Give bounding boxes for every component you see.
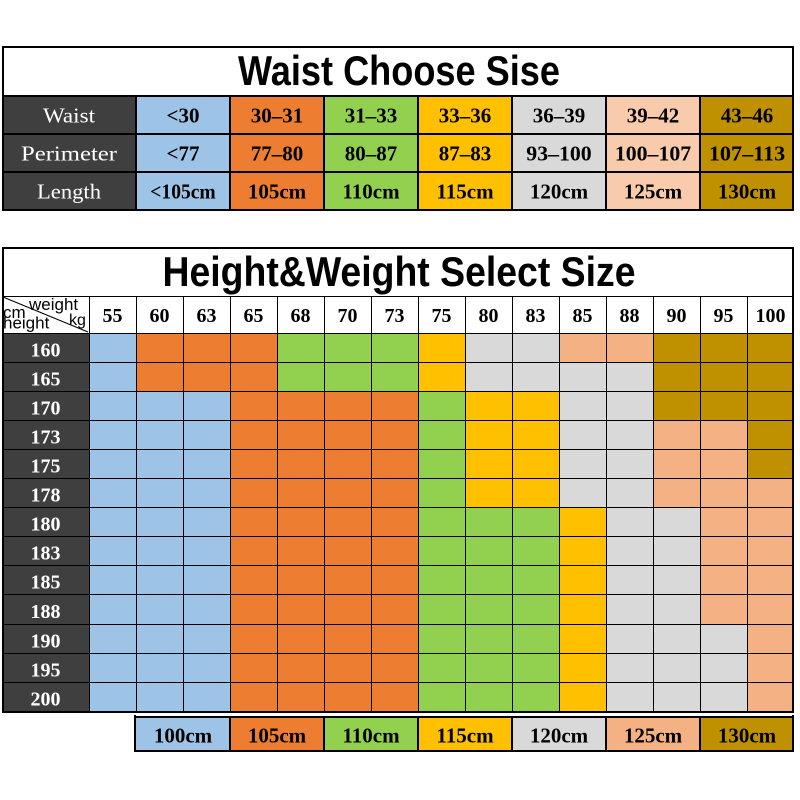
svg-text:178: 178 [31, 485, 61, 507]
svg-text:160: 160 [31, 340, 61, 362]
svg-text:Waist Choose Sise: Waist Choose Sise [238, 47, 560, 94]
svg-text:105cm: 105cm [248, 180, 307, 204]
svg-text:31–33: 31–33 [345, 104, 398, 128]
svg-text:36–39: 36–39 [533, 104, 586, 128]
svg-text:170: 170 [31, 398, 61, 420]
svg-text:Height&Weight Select Size: Height&Weight Select Size [163, 248, 636, 295]
svg-text:95: 95 [714, 305, 734, 327]
svg-text:83: 83 [526, 305, 546, 327]
svg-text:55: 55 [103, 305, 123, 327]
svg-text:77–80: 77–80 [251, 142, 304, 166]
svg-text:33–36: 33–36 [439, 104, 492, 128]
svg-text:43–46: 43–46 [721, 104, 774, 128]
svg-text:93–100: 93–100 [526, 142, 591, 166]
svg-text:107–113: 107–113 [709, 142, 785, 166]
svg-text:115cm: 115cm [436, 180, 494, 204]
svg-text:73: 73 [385, 305, 405, 327]
svg-text:120cm: 120cm [530, 724, 589, 748]
svg-text:165: 165 [31, 369, 61, 391]
svg-text:63: 63 [197, 305, 217, 327]
svg-text:90: 90 [667, 305, 687, 327]
svg-text:173: 173 [31, 427, 61, 449]
svg-text:39–42: 39–42 [627, 104, 680, 128]
svg-text:height: height [3, 314, 50, 333]
svg-text:kg: kg [69, 312, 86, 329]
svg-text:100: 100 [756, 305, 786, 327]
svg-text:188: 188 [31, 601, 61, 623]
svg-text:cm: cm [3, 303, 26, 322]
svg-text:80–87: 80–87 [345, 142, 398, 166]
svg-text:195: 195 [31, 660, 61, 682]
svg-text:75: 75 [432, 305, 452, 327]
svg-text:200: 200 [31, 689, 61, 711]
svg-text:100–107: 100–107 [615, 142, 691, 166]
svg-text:125cm: 125cm [624, 180, 683, 204]
svg-text:<30: <30 [167, 104, 200, 128]
svg-text:30–31: 30–31 [251, 104, 304, 128]
svg-text:183: 183 [31, 543, 61, 565]
svg-text:105cm: 105cm [248, 724, 307, 748]
svg-text:125cm: 125cm [624, 724, 683, 748]
svg-text:100cm: 100cm [154, 724, 213, 748]
svg-text:190: 190 [31, 631, 61, 653]
svg-text:68: 68 [291, 305, 311, 327]
svg-text:87–83: 87–83 [439, 142, 492, 166]
svg-text:120cm: 120cm [530, 180, 589, 204]
svg-text:70: 70 [338, 305, 358, 327]
svg-text:110cm: 110cm [342, 724, 400, 748]
svg-text:130cm: 130cm [718, 724, 777, 748]
svg-text:<77: <77 [167, 142, 200, 166]
svg-text:<105cm: <105cm [150, 180, 216, 204]
svg-text:Waist: Waist [43, 104, 95, 128]
svg-text:Perimeter: Perimeter [21, 142, 117, 166]
svg-text:60: 60 [150, 305, 170, 327]
svg-text:80: 80 [479, 305, 499, 327]
svg-text:185: 185 [31, 572, 61, 594]
svg-text:180: 180 [31, 514, 61, 536]
svg-text:65: 65 [244, 305, 264, 327]
svg-text:130cm: 130cm [718, 180, 777, 204]
svg-text:Length: Length [37, 180, 102, 204]
svg-text:175: 175 [31, 456, 61, 478]
svg-text:115cm: 115cm [436, 724, 494, 748]
svg-text:weight: weight [28, 295, 78, 314]
svg-text:88: 88 [620, 305, 640, 327]
svg-text:110cm: 110cm [342, 180, 400, 204]
svg-text:85: 85 [573, 305, 593, 327]
